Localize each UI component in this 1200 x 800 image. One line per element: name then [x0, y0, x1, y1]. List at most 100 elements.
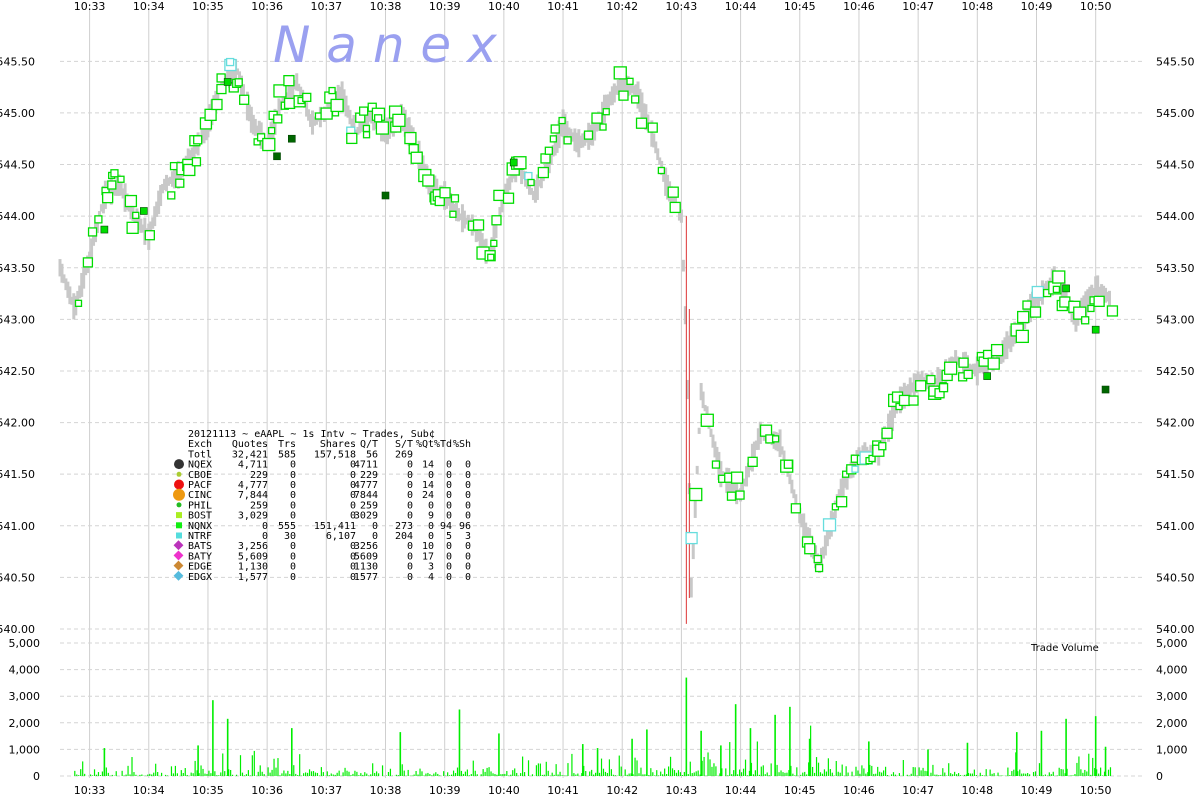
volume-spike: [226, 718, 229, 776]
volume-bar: [186, 774, 188, 776]
stats-total-cell: 32,421: [232, 449, 268, 460]
stats-title: 20121113 ~ eAAPL ~ 1s Intv ~ Trades, Sub…: [188, 429, 435, 440]
volume-bar: [253, 750, 255, 776]
volume-bar: [263, 774, 265, 776]
stats-cell: 259: [360, 500, 378, 511]
volume-bar: [450, 774, 453, 776]
volume-bar: [91, 775, 94, 776]
stats-cell: 0: [262, 521, 268, 532]
quote-band-bar: [451, 201, 455, 212]
volume-bar: [884, 766, 887, 776]
volume-bar: [589, 771, 591, 776]
volume-bar: [825, 771, 828, 776]
quote-band-bar: [498, 207, 502, 217]
volume-bar: [811, 766, 814, 776]
highlighted-trade: [273, 152, 281, 161]
trade-marker: [410, 151, 423, 164]
trade-marker: [375, 121, 390, 135]
volume-bar: [912, 767, 914, 776]
volume-bar: [214, 771, 216, 776]
quote-band-bar: [281, 97, 285, 105]
quote-band-bar: [743, 478, 747, 487]
volume-bar: [210, 773, 212, 776]
quote-band-bar: [90, 238, 94, 260]
volume-bar: [875, 773, 877, 776]
volume-bar: [709, 759, 711, 776]
quote-band-bar: [981, 362, 985, 374]
volume-bar: [306, 772, 309, 776]
volume-bar: [131, 757, 133, 776]
quote-band-bar: [1035, 293, 1038, 304]
volume-bar: [715, 766, 717, 776]
volume-bar: [447, 772, 449, 776]
highlighted-trade: [509, 158, 518, 167]
volume-bar: [950, 773, 952, 776]
trade-marker: [283, 75, 295, 87]
volume-bar: [356, 771, 358, 776]
quote-band-bar: [172, 166, 176, 189]
volume-bar: [220, 772, 222, 776]
volume-bar: [920, 770, 922, 776]
volume-spike: [927, 749, 929, 776]
trade-marker: [256, 133, 266, 142]
volume-bar: [618, 755, 620, 776]
stats-cell: 0: [446, 490, 452, 501]
trade-marker: [908, 395, 919, 406]
vol-tick-label-right: 2,000: [1156, 717, 1188, 730]
volume-bar: [742, 768, 745, 776]
vol-tick-label-left: 4,000: [9, 664, 41, 677]
trade-marker: [813, 554, 822, 564]
volume-bar: [701, 760, 703, 776]
volume-bar: [261, 771, 263, 776]
stats-cell: 0: [465, 480, 471, 491]
volume-bar: [778, 772, 780, 776]
volume-bar: [940, 774, 942, 776]
stats-cell: 0: [465, 490, 471, 501]
quote-band-bar: [251, 114, 255, 135]
quote-band-bar: [1104, 287, 1108, 303]
trade-marker: [527, 178, 535, 187]
y-tick-label-right: 545.50: [1156, 55, 1195, 68]
quote-band-bar: [658, 157, 662, 165]
trade-marker: [502, 192, 515, 204]
volume-bar: [746, 775, 749, 776]
trade-marker: [881, 427, 893, 439]
volume-bar: [523, 772, 526, 776]
quote-band-bar: [295, 73, 299, 91]
quote-band-bar: [934, 378, 938, 385]
volume-bar: [959, 775, 962, 776]
quote-band-bar: [350, 118, 354, 127]
quote-band-bar: [910, 382, 914, 393]
vol-tick-label-left: 5,000: [9, 637, 41, 650]
quote-band-bar: [528, 179, 532, 195]
exchange-marker: [173, 560, 184, 571]
volume-bar: [630, 773, 632, 776]
trade-marker: [835, 496, 848, 508]
volume-bar: [283, 770, 285, 776]
volume-bar: [303, 773, 305, 776]
y-tick-label-left: 544.50: [0, 159, 35, 172]
quote-band-bar: [563, 113, 567, 139]
stats-cell: 0: [407, 572, 413, 583]
x-tick-label-bottom: 10:48: [961, 784, 993, 797]
volume-spike: [700, 730, 702, 776]
volume-bar: [808, 762, 810, 776]
quote-band-bar: [555, 126, 559, 153]
quote-band-bar: [1003, 337, 1007, 360]
quote-band-bar: [216, 86, 220, 106]
stats-cell: 0: [407, 551, 413, 562]
volume-bar: [196, 770, 198, 776]
volume-bar: [679, 772, 682, 776]
stats-header-cell: Exch: [188, 439, 212, 450]
trade-marker: [635, 117, 648, 129]
volume-bar: [425, 773, 427, 776]
volume-bar: [512, 770, 514, 776]
stats-cell: NTRF: [188, 531, 212, 542]
trade-marker: [117, 175, 125, 183]
highlighted-trade: [1101, 385, 1110, 394]
quote-band-bar: [638, 88, 642, 113]
quote-band-bar: [70, 296, 74, 305]
quote-band-bar: [431, 179, 435, 196]
volume-bar: [545, 761, 547, 776]
y-tick-label-right: 542.00: [1156, 417, 1195, 430]
